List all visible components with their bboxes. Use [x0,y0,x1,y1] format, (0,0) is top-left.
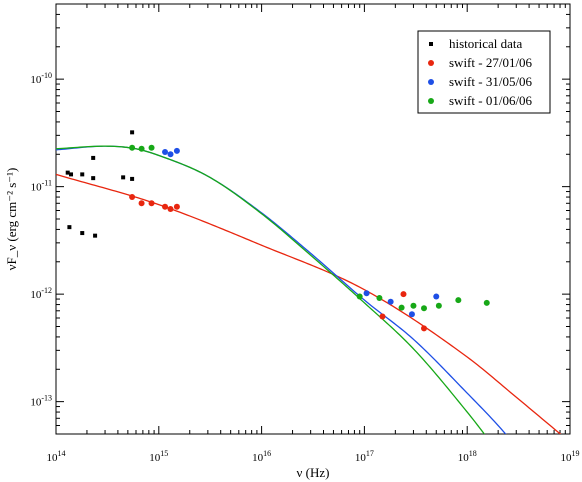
data-point [398,304,405,311]
data-point [148,200,155,207]
data-point [93,233,98,238]
y-tick-label: 10-12 [30,286,52,301]
data-point [162,203,169,210]
tick-labels: 1014 1015 1016 1017 1018 1019 10-13 10-12 10-11 1… [30,71,579,464]
data-point [138,200,145,207]
legend-marker [428,60,434,66]
data-point [379,313,386,320]
data-point [400,291,407,298]
data-point [435,302,442,309]
data-point [363,290,370,297]
data-point [376,295,383,302]
data-point [67,225,72,230]
data-point [173,147,180,154]
data-point [130,176,135,181]
x-tick-label: 1017 [355,449,374,464]
data-point [129,194,136,201]
x-axis-title: ν (Hz) [297,465,330,480]
x-tick-label: 1015 [149,449,168,464]
data-point [129,144,136,151]
data-point [433,293,440,300]
data-point [167,151,174,158]
data-point [148,144,155,151]
legend-label: swift - 31/05/06 [449,74,533,89]
series-2 [162,147,440,318]
data-point [410,302,417,309]
y-axis-title: νF_ν (erg cm⁻² s⁻¹) [4,168,19,271]
data-point [80,172,85,177]
data-point [138,145,145,152]
data-point [387,298,394,305]
data-point [65,170,70,175]
legend-marker [428,98,434,104]
data-point [408,311,415,318]
data-point [121,175,126,180]
x-tick-label: 1019 [561,449,580,464]
legend-marker [429,42,433,46]
data-point [455,297,462,304]
model-curve [56,173,562,434]
x-tick-label: 1018 [458,449,477,464]
data-point [356,293,363,300]
data-point [162,149,169,156]
series-0 [65,130,135,238]
data-point [80,231,85,236]
data-points [65,130,490,332]
series-3 [129,144,490,312]
data-point [91,155,96,160]
model-curves [56,145,562,434]
data-point [91,176,96,181]
axis-ticks [55,3,571,435]
y-tick-label: 10-10 [30,71,52,86]
data-point [130,130,135,135]
series-1 [129,194,428,332]
legend-marker [428,79,434,85]
y-tick-label: 10-13 [30,394,52,409]
data-point [421,305,428,312]
data-point [421,325,428,332]
y-tick-label: 10-11 [31,179,52,194]
legend-label: swift - 01/06/06 [449,93,533,108]
model-curve [56,145,486,434]
legend-label: historical data [449,36,523,51]
model-curve [56,145,507,434]
x-tick-label: 1014 [47,449,66,464]
x-tick-label: 1016 [252,449,271,464]
data-point [69,172,74,177]
legend-label: swift - 27/01/06 [449,55,533,70]
data-point [483,299,490,306]
legend: historical data swift - 27/01/06 swift - 3… [417,30,551,114]
data-point [167,205,174,212]
data-point [173,203,180,210]
legend-box [417,30,551,114]
